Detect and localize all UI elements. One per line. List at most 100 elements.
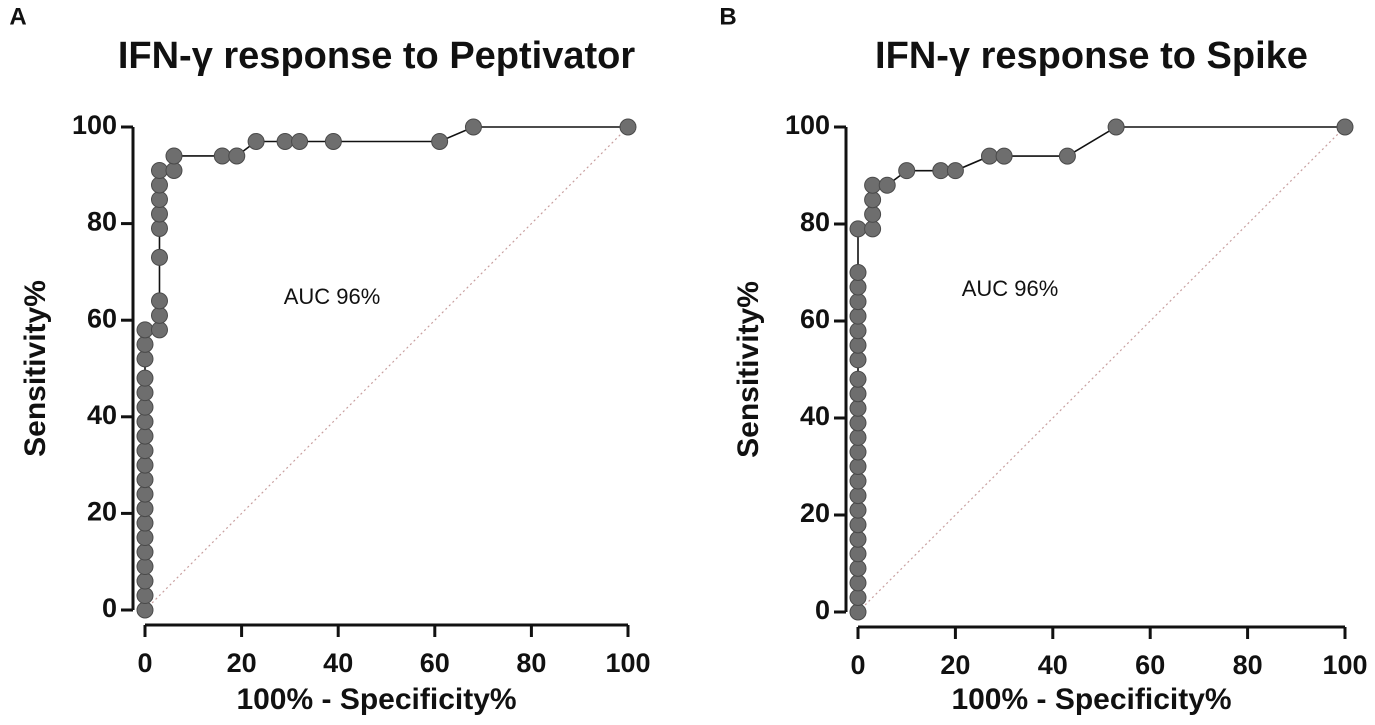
roc-point (849, 264, 867, 281)
x-tick-label: 80 (1233, 650, 1263, 680)
roc-point (136, 529, 154, 547)
roc-point (136, 471, 154, 489)
roc-point (946, 162, 964, 180)
roc-point (849, 399, 867, 417)
roc-point (150, 190, 168, 208)
x-tick-label: 20 (227, 648, 257, 678)
roc-point (136, 369, 154, 387)
roc-point (431, 132, 449, 150)
roc-point (878, 176, 896, 194)
roc-point (849, 322, 867, 340)
roc-point (136, 442, 154, 460)
roc-point (849, 414, 867, 432)
roc-point (165, 147, 183, 165)
y-axis-label: Sensitivity% (19, 280, 52, 457)
roc-point (136, 572, 154, 590)
roc-point (849, 370, 867, 388)
roc-point (150, 321, 168, 339)
reference-line (144, 126, 629, 611)
reference-line (857, 126, 1346, 613)
x-tick-label: 0 (137, 648, 152, 678)
y-tick-label: 100 (785, 110, 830, 140)
roc-point (136, 456, 154, 474)
x-tick-label: 100 (605, 648, 650, 678)
roc-point (864, 220, 882, 238)
roc-point (849, 385, 867, 403)
x-tick-label: 40 (1038, 650, 1068, 680)
roc-point (165, 161, 183, 179)
x-tick-label: 0 (850, 650, 865, 680)
roc-point (849, 487, 867, 505)
y-tick-label: 100 (72, 110, 117, 140)
chart-title: IFN-γ response to Peptivator (118, 35, 636, 77)
roc-point (136, 587, 154, 605)
roc-point (136, 601, 154, 619)
roc-point (136, 485, 154, 503)
roc-point (849, 559, 867, 577)
roc-point (213, 147, 231, 165)
y-tick-label: 60 (800, 304, 830, 334)
roc-point (136, 413, 154, 431)
roc-point (136, 427, 154, 445)
roc-point (849, 516, 867, 534)
roc-point (619, 118, 637, 136)
panel-label: B (719, 3, 736, 30)
y-tick-label: 80 (800, 207, 830, 237)
roc-point (136, 384, 154, 402)
roc-point (136, 500, 154, 518)
roc-point (849, 293, 867, 311)
y-tick-label: 60 (87, 303, 117, 333)
roc-point (1058, 147, 1076, 165)
x-tick-label: 60 (1135, 650, 1165, 680)
roc-point (1107, 118, 1125, 136)
roc-point (849, 588, 867, 606)
roc-point (136, 558, 154, 576)
x-tick-label: 100 (1322, 650, 1367, 680)
y-axis-label: Sensitivity% (732, 281, 765, 458)
roc-point (247, 132, 265, 150)
y-tick-label: 80 (87, 207, 117, 237)
roc-point (324, 132, 342, 150)
roc-point (849, 220, 867, 238)
roc-point (276, 132, 294, 150)
roc-point (136, 350, 154, 368)
x-tick-label: 40 (323, 648, 353, 678)
y-tick-label: 0 (102, 593, 117, 623)
roc-point (849, 336, 867, 354)
y-tick-label: 20 (87, 497, 117, 527)
roc-point (136, 398, 154, 416)
roc-point (864, 176, 882, 194)
roc-point (150, 176, 168, 194)
x-tick-label: 80 (516, 648, 546, 678)
roc-point (864, 205, 882, 223)
roc-point (849, 278, 867, 296)
roc-point (849, 458, 867, 475)
roc-point (849, 472, 867, 490)
x-axis-label: 100% - Specificity% (951, 683, 1231, 716)
x-tick-label: 20 (940, 650, 970, 680)
roc-point (849, 545, 867, 563)
roc-point (150, 306, 168, 324)
roc-point (849, 574, 867, 592)
roc-point (849, 307, 867, 325)
annotation: AUC 96% (962, 276, 1059, 301)
y-tick-label: 20 (800, 498, 830, 528)
roc-point (136, 321, 154, 339)
roc-point (849, 603, 867, 621)
roc-point (150, 248, 168, 266)
x-tick-label: 60 (420, 648, 450, 678)
roc-point (849, 428, 867, 446)
roc-point (150, 292, 168, 310)
y-tick-label: 0 (815, 595, 830, 625)
roc-point (228, 147, 246, 165)
roc-point (864, 191, 882, 209)
annotation: AUC 96% (284, 284, 381, 309)
roc-point (1336, 118, 1354, 136)
roc-point (150, 161, 168, 179)
roc-point (849, 351, 867, 369)
roc-point (932, 162, 950, 180)
roc-point (898, 162, 916, 180)
roc-point (995, 147, 1013, 165)
roc-point (136, 514, 154, 532)
roc-point (849, 501, 867, 519)
